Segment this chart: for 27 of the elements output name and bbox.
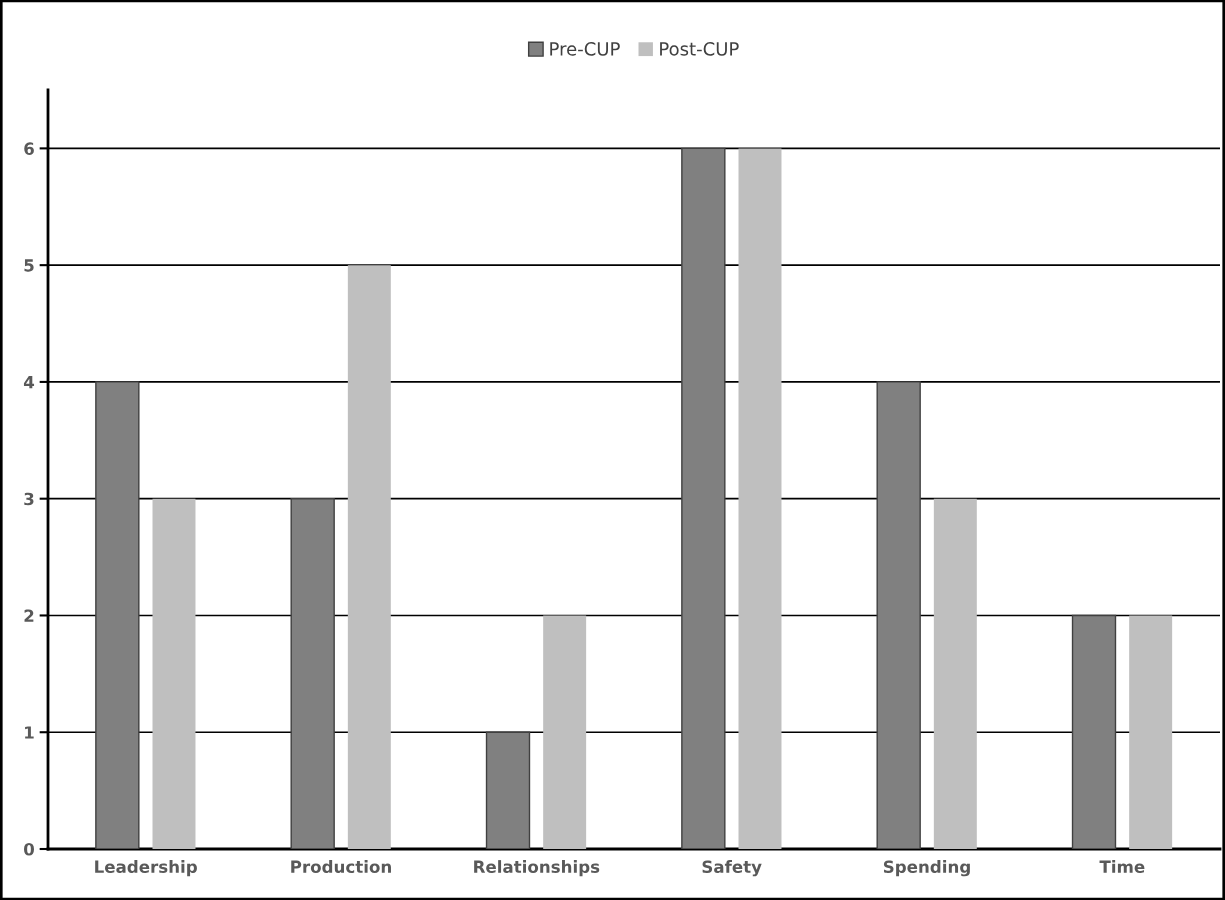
y-tick-label: 4 <box>23 376 35 389</box>
y-tick-label: 6 <box>24 142 34 155</box>
bar <box>290 497 335 849</box>
y-tick-label: 3 <box>24 492 34 506</box>
x-tick-label: Safety <box>702 860 762 877</box>
bar <box>876 381 921 849</box>
bar <box>152 498 196 849</box>
x-tick-label: Spending <box>883 860 970 877</box>
y-tick-label: 2 <box>24 609 34 622</box>
x-tick-label: Relationships <box>474 860 600 877</box>
bar <box>485 731 531 849</box>
legend-label: Pre-CUP <box>550 42 620 56</box>
bar <box>543 615 587 849</box>
y-tick-label: 0 <box>24 842 35 856</box>
bar <box>681 147 726 849</box>
y-tick-label: 5 <box>24 259 34 272</box>
bar <box>933 498 977 849</box>
x-tick-label: Leadership <box>95 860 197 877</box>
bar <box>95 381 140 849</box>
bar <box>738 148 782 849</box>
bar <box>1071 614 1117 849</box>
bar <box>347 265 391 849</box>
y-tick-label: 1 <box>25 726 34 739</box>
bar <box>1129 615 1173 849</box>
x-tick-label: Time <box>1099 860 1145 874</box>
legend-label: Post-CUP <box>660 42 739 56</box>
x-tick-label: Production <box>291 860 391 874</box>
